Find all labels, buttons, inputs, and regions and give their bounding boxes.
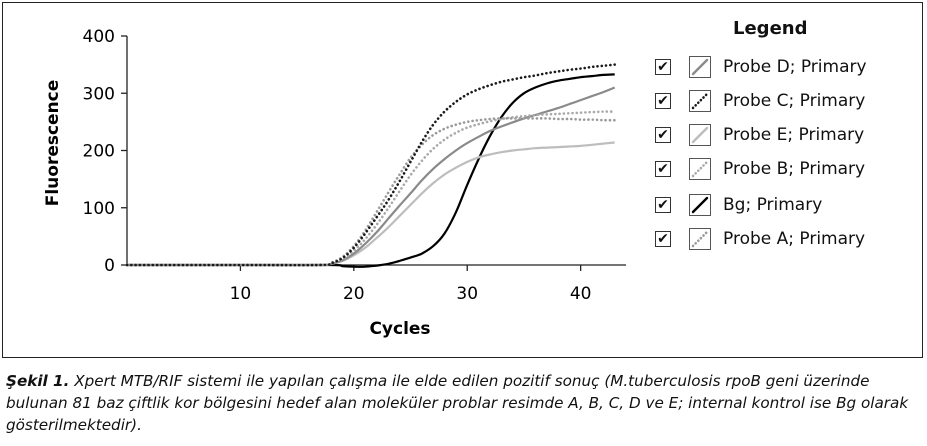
legend-checkbox[interactable]: ✔: [655, 231, 671, 247]
legend-item[interactable]: ✔ Probe B; Primary: [655, 156, 865, 182]
legend-swatch: [689, 124, 711, 146]
legend-item[interactable]: ✔ Bg; Primary: [655, 192, 822, 218]
legend-label: Probe B; Primary: [723, 159, 866, 179]
legend-label: Probe E; Primary: [723, 125, 865, 145]
caption-text: Xpert MTB/RIF sistemi ile yapılan çalışm…: [6, 372, 909, 434]
legend-swatch: [689, 90, 711, 112]
series-line-probe-c: [125, 63, 616, 267]
y-tick-label: 100: [83, 199, 115, 219]
legend-item[interactable]: ✔ Probe C; Primary: [655, 88, 865, 114]
legend-item[interactable]: ✔ Probe E; Primary: [655, 122, 864, 148]
series-line-probe-b: [125, 110, 616, 267]
y-tick-label: 0: [104, 256, 115, 276]
x-axis: 10 20 30 40: [127, 264, 626, 304]
figure-frame: [2, 2, 923, 358]
legend-checkbox[interactable]: ✔: [655, 127, 671, 143]
legend-checkbox[interactable]: ✔: [655, 161, 671, 177]
series-lines: [125, 63, 616, 268]
legend-checkbox[interactable]: ✔: [655, 59, 671, 75]
y-axis: 0 100 200 300 400: [83, 27, 128, 276]
legend-swatch: [689, 56, 711, 78]
legend-label: Probe D; Primary: [723, 57, 867, 77]
series-line-probe-e: [126, 141, 615, 267]
legend-item[interactable]: ✔ Probe D; Primary: [655, 54, 867, 80]
x-tick-label: 20: [343, 284, 365, 304]
y-tick-label: 400: [83, 27, 115, 47]
y-tick-label: 200: [83, 142, 115, 162]
legend-label: Bg; Primary: [723, 195, 823, 215]
chart: 0 100 200 300 400 10 20 30 40 Fluorescence Cycl…: [43, 27, 626, 339]
y-tick-label: 300: [83, 84, 115, 104]
legend-swatch: [689, 158, 711, 180]
legend-title: Legend: [733, 18, 808, 39]
series-line-bg: [126, 73, 615, 268]
legend-swatch: [689, 228, 711, 250]
x-tick-label: 10: [230, 284, 252, 304]
series-line-probe-d: [126, 86, 616, 267]
legend-checkbox[interactable]: ✔: [655, 93, 671, 109]
legend-label: Probe A; Primary: [723, 229, 866, 249]
legend-checkbox[interactable]: ✔: [655, 197, 671, 213]
x-tick-label: 40: [570, 284, 592, 304]
x-axis-label: Cycles: [369, 319, 430, 339]
legend-item[interactable]: ✔ Probe A; Primary: [655, 226, 865, 252]
legend-swatch: [689, 194, 711, 216]
legend-label: Probe C; Primary: [723, 91, 866, 111]
figure-caption: Şekil 1. Xpert MTB/RIF sistemi ile yapıl…: [6, 370, 921, 436]
x-tick-label: 30: [456, 284, 478, 304]
y-axis-label: Fluorescence: [43, 80, 63, 207]
caption-label: Şekil 1.: [6, 372, 70, 390]
